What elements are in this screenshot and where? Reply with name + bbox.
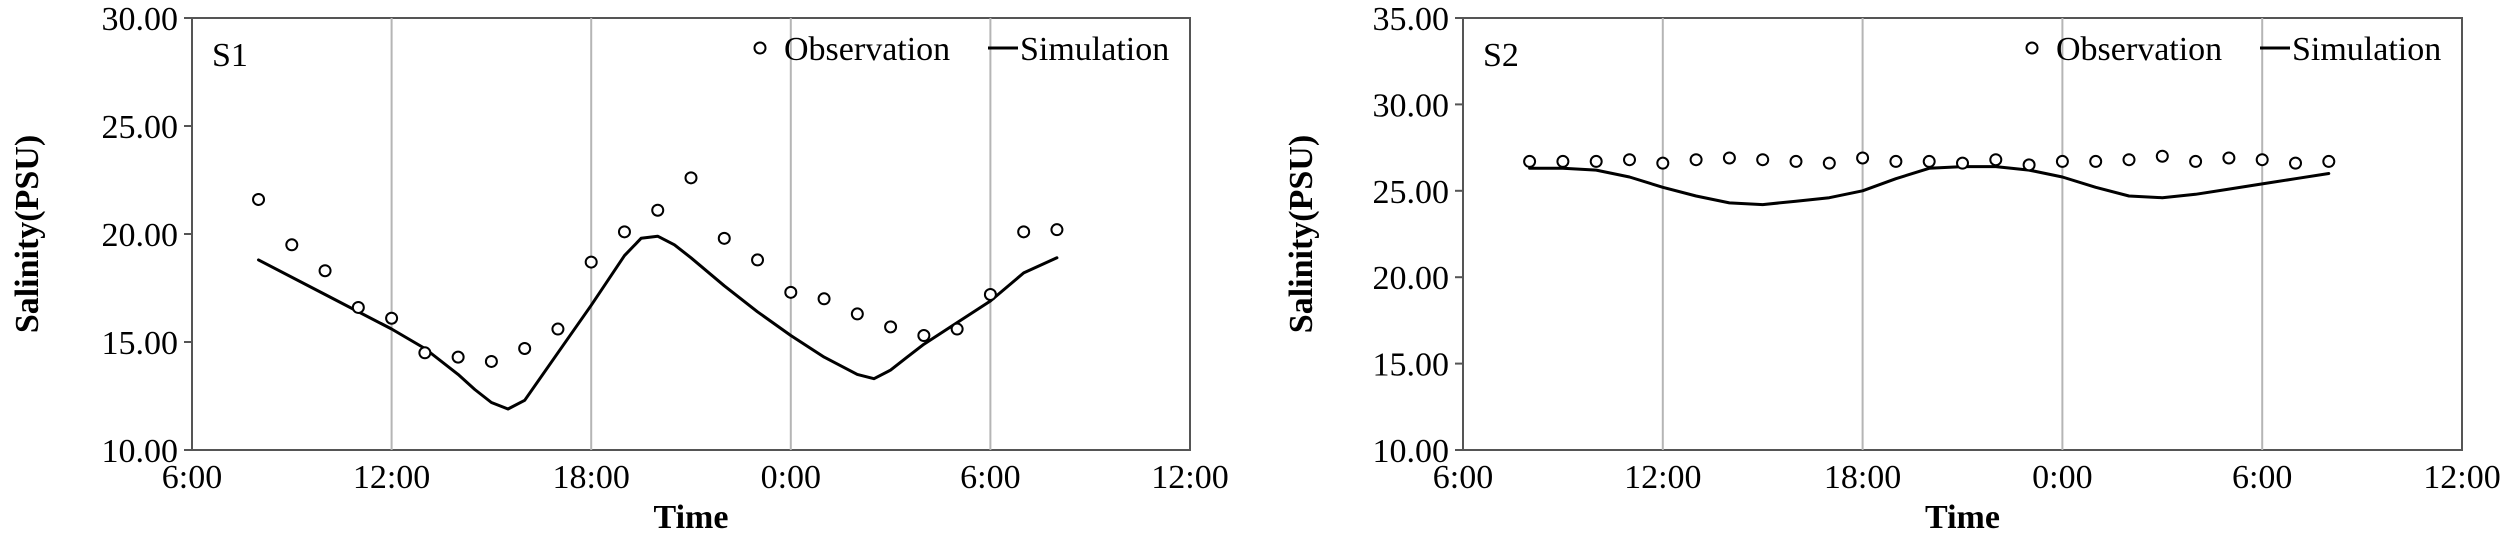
chart-s2: 6:00 12:00 18:00 0:00 6:00 12:00 10.00 15.00 20.…	[1283, 1, 2500, 535]
observation-point	[1556, 154, 1570, 168]
observation-point	[2255, 153, 2269, 167]
y-tick-label: 35.00	[1373, 1, 1450, 38]
x-tick-label: 6:00	[960, 459, 1020, 496]
observation-point	[850, 307, 864, 321]
observation-point	[2189, 154, 2203, 168]
legend-simulation-label: Simulation	[1020, 31, 1169, 68]
observation-point	[1623, 153, 1636, 167]
observation-point	[1050, 223, 1064, 237]
observation-point	[1656, 156, 1670, 170]
observation-point	[2022, 158, 2036, 172]
observation-point	[1922, 154, 1936, 168]
observation-point	[252, 192, 266, 206]
x-tick-label: 0:00	[761, 459, 821, 496]
observation-point	[684, 171, 698, 185]
simulation-line	[1528, 165, 2331, 207]
x-tick-label: 0:00	[2032, 459, 2092, 496]
x-axis-title: Time	[654, 499, 729, 535]
x-tick-label: 12:00	[1624, 459, 1701, 496]
observation-point	[817, 292, 831, 306]
x-tick-label: 6:00	[1433, 459, 1493, 496]
observation-point	[1756, 153, 1770, 167]
observation-point	[617, 225, 631, 239]
observation-point	[2322, 154, 2336, 168]
station-label: S2	[1483, 37, 1519, 74]
observation-point	[751, 253, 765, 267]
observation-point	[1889, 154, 1903, 168]
x-tick-label: 6:00	[162, 459, 222, 496]
x-tick-label: 12:00	[1151, 459, 1228, 496]
y-tick-label: 10.00	[102, 433, 179, 470]
observation-point	[285, 238, 299, 252]
observation-point	[1956, 156, 1969, 170]
station-label: S1	[212, 37, 248, 74]
y-tick-label: 10.00	[1373, 433, 1450, 470]
x-tick-label: 18:00	[1824, 459, 1901, 496]
legend-observation-marker	[2025, 41, 2039, 55]
observation-point	[2289, 156, 2302, 170]
observation-point	[351, 300, 365, 314]
y-axis-title: Salinity(PSU)	[1283, 135, 1320, 333]
observation-point	[518, 341, 532, 355]
observation-point	[2155, 149, 2169, 163]
observation-point	[1989, 153, 2003, 167]
observation-point	[484, 354, 498, 368]
y-tick-label: 20.00	[1373, 260, 1450, 297]
y-tick-label: 25.00	[1373, 174, 1450, 211]
observation-point	[418, 346, 432, 360]
observation-point	[717, 231, 731, 245]
observation-point	[950, 322, 964, 336]
observation-point	[2055, 154, 2069, 168]
observation-point	[1856, 151, 1870, 165]
observation-point	[385, 311, 399, 325]
observation-point	[551, 322, 565, 336]
x-axis-title: Time	[1925, 499, 2000, 535]
observation-point	[2089, 154, 2103, 168]
observation-point	[917, 329, 931, 343]
observation-point	[451, 350, 465, 364]
observation-point	[784, 285, 798, 299]
observation-point	[1689, 153, 1703, 167]
observation-point	[1722, 151, 1736, 165]
legend-simulation-label: Simulation	[2292, 31, 2441, 68]
observation-point	[1589, 154, 1603, 168]
y-tick-label: 25.00	[102, 109, 179, 146]
legend-observation-label: Observation	[2056, 31, 2222, 68]
observation-point	[1523, 154, 1537, 168]
observation-point	[584, 255, 598, 269]
observation-point	[1789, 154, 1803, 168]
observation-point	[1822, 156, 1836, 170]
observation-point	[651, 203, 665, 217]
observation-point	[2222, 151, 2236, 165]
y-tick-label: 15.00	[102, 325, 179, 362]
x-tick-label: 18:00	[552, 459, 629, 496]
legend-observation-label: Observation	[784, 31, 950, 68]
y-tick-label: 15.00	[1373, 347, 1450, 384]
observation-point	[2122, 153, 2136, 167]
y-tick-label: 30.00	[102, 1, 179, 38]
y-axis-title: Salinity(PSU)	[9, 135, 46, 333]
observation-point	[1017, 225, 1031, 239]
y-tick-label: 30.00	[1373, 87, 1450, 124]
chart-s1: 6:00 12:00 18:00 0:00 6:00 12:00 10.00 15.00 20.…	[9, 1, 1229, 535]
observation-point	[884, 320, 898, 334]
x-tick-label: 12:00	[353, 459, 430, 496]
legend-observation-marker	[753, 41, 767, 55]
x-tick-label: 6:00	[2232, 459, 2292, 496]
simulation-line	[257, 234, 1059, 411]
x-tick-label: 12:00	[2423, 459, 2500, 496]
observation-point	[318, 264, 332, 278]
plot-frame	[191, 17, 1191, 451]
observation-point	[983, 287, 997, 301]
plot-frame	[1462, 17, 2463, 451]
y-tick-label: 20.00	[102, 217, 179, 254]
